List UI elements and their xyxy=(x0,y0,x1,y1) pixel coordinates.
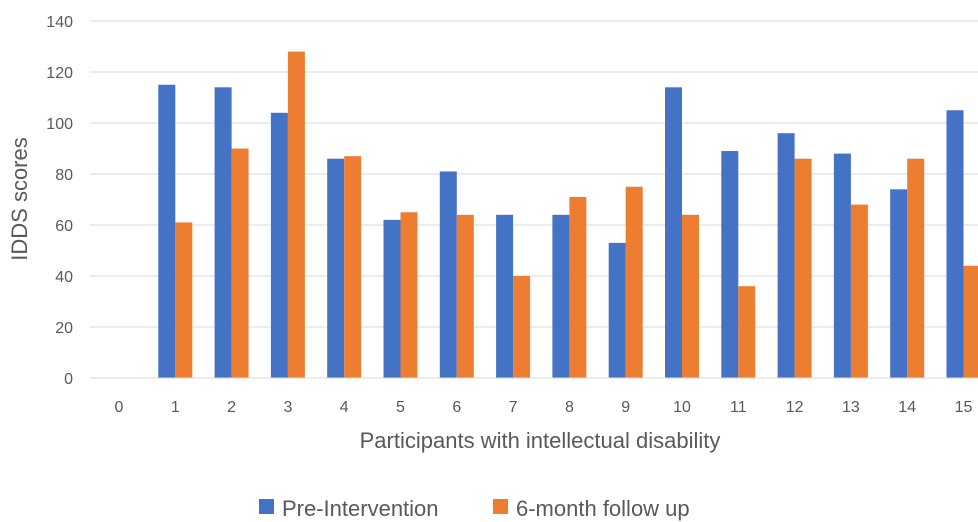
y-tick-label: 140 xyxy=(46,14,73,31)
bar-pre-intervention-10 xyxy=(665,87,682,379)
bar-6-month-follow-up-2 xyxy=(231,148,249,378)
series-pre-intervention xyxy=(158,84,964,379)
x-tick-label: 10 xyxy=(673,399,691,416)
y-tick-label: 80 xyxy=(55,167,73,184)
x-tick-label: 15 xyxy=(955,399,973,416)
bar-6-month-follow-up-15 xyxy=(963,265,978,378)
y-tick-label: 120 xyxy=(46,65,73,82)
x-tick-label: 4 xyxy=(340,399,349,416)
x-tick-label: 0 xyxy=(115,399,124,416)
x-tick-label: 5 xyxy=(396,399,405,416)
bar-6-month-follow-up-4 xyxy=(344,156,362,378)
x-tick-label: 2 xyxy=(227,399,236,416)
legend-swatch-pre-intervention xyxy=(259,499,274,514)
x-tick-label: 11 xyxy=(730,399,747,416)
legend-label-pre-intervention: Pre-Intervention xyxy=(282,496,439,521)
x-tick-labels: 0 1 2 3 4 5 6 7 8 9 10 11 12 13 14 15 xyxy=(115,399,973,416)
bar-pre-intervention-8 xyxy=(552,214,570,378)
y-axis-title: IDDS scores xyxy=(7,137,32,260)
bar-6-month-follow-up-7 xyxy=(513,276,531,378)
bar-6-month-follow-up-8 xyxy=(569,196,587,378)
bar-6-month-follow-up-3 xyxy=(287,51,305,378)
bar-pre-intervention-4 xyxy=(327,158,345,378)
bar-pre-intervention-2 xyxy=(214,87,232,379)
x-tick-label: 9 xyxy=(621,399,630,416)
y-tick-label: 100 xyxy=(46,116,73,133)
bar-pre-intervention-11 xyxy=(721,151,739,378)
legend-label-6-month-follow-up: 6-month follow up xyxy=(516,496,690,521)
x-tick-label: 3 xyxy=(283,399,292,416)
y-tick-label: 0 xyxy=(64,371,73,388)
x-tick-label: 8 xyxy=(565,399,574,416)
bar-6-month-follow-up-9 xyxy=(625,186,643,378)
x-tick-label: 7 xyxy=(509,399,518,416)
bar-pre-intervention-14 xyxy=(890,189,908,378)
bar-pre-intervention-3 xyxy=(270,112,288,379)
bar-pre-intervention-7 xyxy=(496,214,514,378)
series-6-month-follow-up xyxy=(175,51,978,378)
bar-6-month-follow-up-12 xyxy=(794,158,812,378)
y-tick-label: 20 xyxy=(55,320,73,337)
x-tick-label: 1 xyxy=(171,399,180,416)
y-tick-label: 40 xyxy=(55,269,73,286)
bar-6-month-follow-up-6 xyxy=(456,214,474,378)
bar-pre-intervention-6 xyxy=(439,171,457,378)
bar-6-month-follow-up-13 xyxy=(850,204,868,378)
x-tick-label: 13 xyxy=(842,399,860,416)
bar-6-month-follow-up-14 xyxy=(907,158,925,378)
bar-6-month-follow-up-11 xyxy=(738,286,756,378)
bar-pre-intervention-13 xyxy=(833,153,851,378)
legend-swatch-6-month-follow-up xyxy=(493,499,508,514)
x-tick-label: 6 xyxy=(452,399,461,416)
bar-pre-intervention-15 xyxy=(946,110,964,378)
bar-6-month-follow-up-1 xyxy=(175,222,193,378)
y-tick-labels: 0 20 40 60 80 100 120 140 xyxy=(46,14,73,388)
bar-pre-intervention-9 xyxy=(608,242,626,378)
bar-pre-intervention-5 xyxy=(383,219,401,378)
x-axis-title: Participants with intellectual disabilit… xyxy=(360,428,721,453)
bars xyxy=(90,51,978,379)
legend: Pre-Intervention 6-month follow up xyxy=(259,496,690,521)
bar-6-month-follow-up-10 xyxy=(682,214,699,378)
x-tick-label: 12 xyxy=(786,399,804,416)
bar-6-month-follow-up-5 xyxy=(400,212,418,378)
bar-pre-intervention-1 xyxy=(158,84,176,378)
x-tick-label: 14 xyxy=(898,399,916,416)
bar-pre-intervention-12 xyxy=(777,133,795,378)
y-tick-label: 60 xyxy=(55,218,73,235)
